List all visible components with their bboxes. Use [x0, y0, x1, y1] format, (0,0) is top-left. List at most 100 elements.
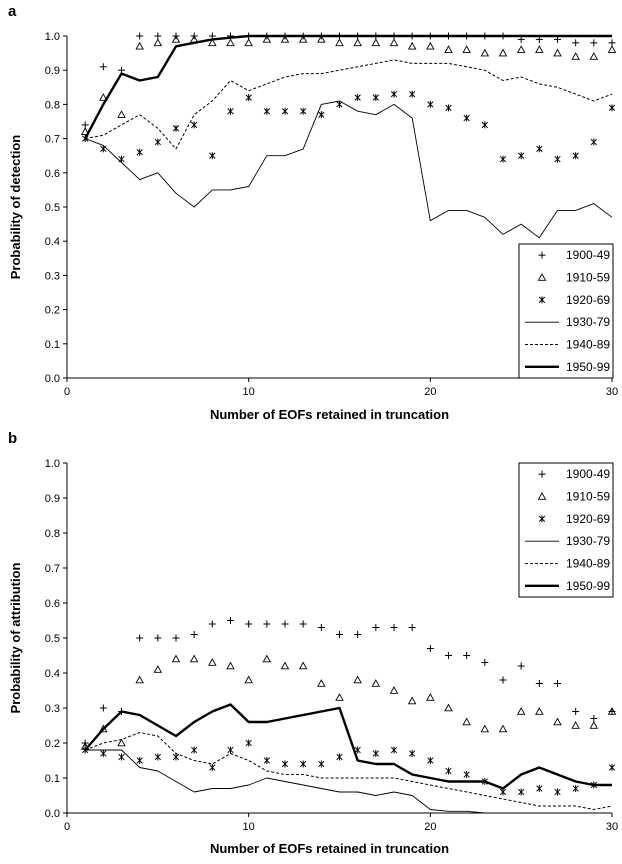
series-1950-99 — [84, 34, 612, 140]
data-point — [516, 707, 526, 715]
data-point — [280, 34, 290, 43]
series-line — [85, 749, 612, 814]
series-1910-59 — [80, 34, 617, 136]
y-tick-label: 0.3 — [45, 703, 60, 715]
data-point — [371, 38, 381, 47]
x-axis-title: Number of EOFs retained in truncation — [210, 841, 449, 856]
series-line — [84, 703, 612, 790]
legend-label: 1930-79 — [566, 534, 610, 548]
series-1930-79 — [85, 749, 612, 814]
series-1930-79 — [85, 100, 613, 239]
legend-label: 1930-79 — [566, 315, 610, 329]
data-point — [298, 661, 308, 670]
legend-label: 1920-69 — [566, 293, 610, 307]
y-tick-label: 0.0 — [45, 808, 60, 820]
legend-label: 1940-89 — [566, 338, 610, 352]
data-point — [335, 38, 344, 47]
data-point — [117, 110, 126, 118]
data-point — [407, 696, 417, 705]
data-point — [99, 93, 108, 101]
data-point — [317, 679, 326, 687]
data-point — [498, 724, 508, 733]
data-point — [135, 41, 144, 50]
data-point — [298, 34, 308, 43]
series-line — [85, 59, 613, 150]
data-point — [535, 45, 544, 53]
x-tick-label: 0 — [64, 386, 70, 398]
data-point — [607, 707, 617, 715]
data-point — [171, 654, 181, 663]
data-point — [516, 45, 526, 53]
x-tick-label: 10 — [243, 821, 255, 833]
data-point — [607, 45, 617, 53]
data-point — [462, 717, 471, 726]
legend: 1900-49 1910-59 1920-69 1930-79 1940-89 1950-… — [518, 243, 614, 379]
data-point — [426, 693, 435, 701]
data-point — [444, 45, 453, 53]
data-point — [280, 661, 290, 670]
y-tick-label: 0.0 — [45, 373, 60, 385]
legend: 1900-49 1910-59 1920-69 1930-79 1940-89 1950-… — [518, 462, 614, 598]
y-tick-label: 0.7 — [45, 134, 60, 146]
series-1950-99 — [84, 703, 612, 790]
series-1900-49 — [81, 32, 616, 129]
series-1920-69 — [82, 739, 616, 796]
legend-box — [518, 462, 614, 598]
data-point — [553, 48, 562, 57]
legend-swatch — [537, 273, 547, 281]
data-point — [226, 38, 235, 47]
y-tick-label: 0.1 — [45, 773, 60, 785]
y-tick-label: 0.2 — [45, 738, 60, 750]
panel-label: a — [8, 3, 17, 20]
data-point — [171, 34, 181, 43]
data-point — [589, 52, 599, 60]
legend-label: 1910-59 — [566, 490, 610, 504]
data-point — [462, 45, 471, 53]
data-point — [589, 721, 599, 729]
data-point — [371, 679, 381, 687]
y-tick-label: 0.8 — [45, 99, 60, 111]
data-point — [80, 127, 90, 136]
y-tick-label: 1.0 — [45, 458, 60, 470]
x-tick-label: 20 — [424, 821, 436, 833]
data-point — [153, 38, 163, 47]
data-point — [535, 707, 544, 715]
y-tick-label: 0.5 — [45, 202, 60, 214]
data-point — [208, 658, 217, 666]
series-1940-89 — [85, 732, 613, 810]
data-point — [117, 738, 126, 747]
series-1920-69 — [82, 90, 616, 163]
data-point — [353, 675, 362, 684]
data-point — [571, 52, 580, 60]
y-tick-label: 0.8 — [45, 528, 60, 540]
data-point — [208, 38, 217, 47]
x-tick-label: 10 — [243, 386, 255, 398]
series-1910-59 — [80, 654, 617, 750]
data-point — [389, 686, 399, 694]
x-tick-label: 30 — [606, 386, 618, 398]
y-tick-label: 0.1 — [45, 339, 60, 351]
data-point — [444, 703, 453, 712]
data-point — [480, 48, 490, 57]
y-tick-label: 0.9 — [45, 65, 60, 77]
data-point — [335, 693, 344, 701]
series-line — [85, 732, 613, 810]
legend-label: 1950-99 — [566, 579, 610, 593]
y-tick-label: 1.0 — [45, 31, 60, 43]
y-tick-label: 0.4 — [45, 668, 60, 680]
series-line — [85, 100, 613, 239]
x-axis-title: Number of EOFs retained in truncation — [210, 407, 449, 422]
data-point — [571, 721, 580, 729]
data-point — [244, 38, 253, 47]
series-1900-49 — [81, 617, 616, 747]
y-tick-label: 0.6 — [45, 168, 60, 180]
legend-label: 1950-99 — [566, 360, 610, 374]
data-point — [189, 654, 199, 663]
data-point — [153, 665, 163, 673]
x-tick-label: 30 — [606, 821, 618, 833]
y-tick-label: 0.5 — [45, 633, 60, 645]
y-tick-label: 0.3 — [45, 270, 60, 282]
data-point — [262, 34, 272, 43]
data-point — [244, 675, 253, 684]
